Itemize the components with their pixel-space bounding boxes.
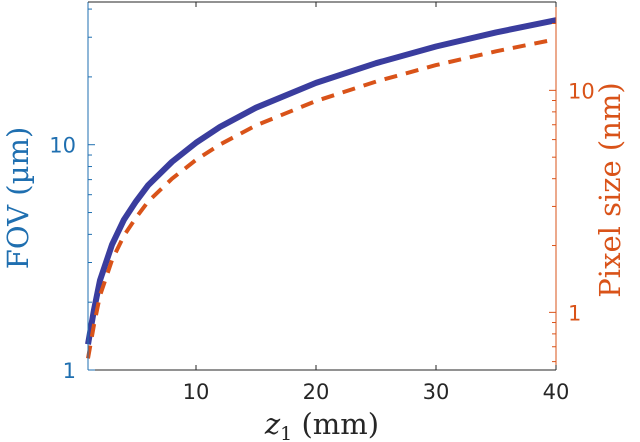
x-axis-label-subscript: 1 (280, 423, 292, 442)
y-left-tick-label: 10 (49, 134, 76, 158)
y-right-tick-label: 1 (568, 301, 581, 325)
series-line-right (86, 37, 557, 359)
plot-lines (85, 17, 557, 359)
x-axis-label: z1 (mm) (264, 407, 379, 442)
x-axis-label-variable: z (264, 407, 281, 441)
y-axis-left-label: FOV (µm) (1, 127, 35, 270)
y-right-tick-label: 10 (568, 79, 595, 103)
y-left-tick-label: 1 (63, 359, 76, 383)
x-tick-label: 10 (183, 380, 210, 404)
axes: 10 20 30 40 1 10 1 10 (49, 1, 595, 404)
series-line-left (85, 17, 557, 345)
x-axis-label-unit: (mm) (292, 407, 379, 441)
y-axis-right-label: Pixel size (nm) (593, 82, 627, 297)
x-tick-label: 20 (303, 380, 330, 404)
x-tick-label: 30 (423, 380, 450, 404)
x-tick-label: 40 (543, 380, 570, 404)
